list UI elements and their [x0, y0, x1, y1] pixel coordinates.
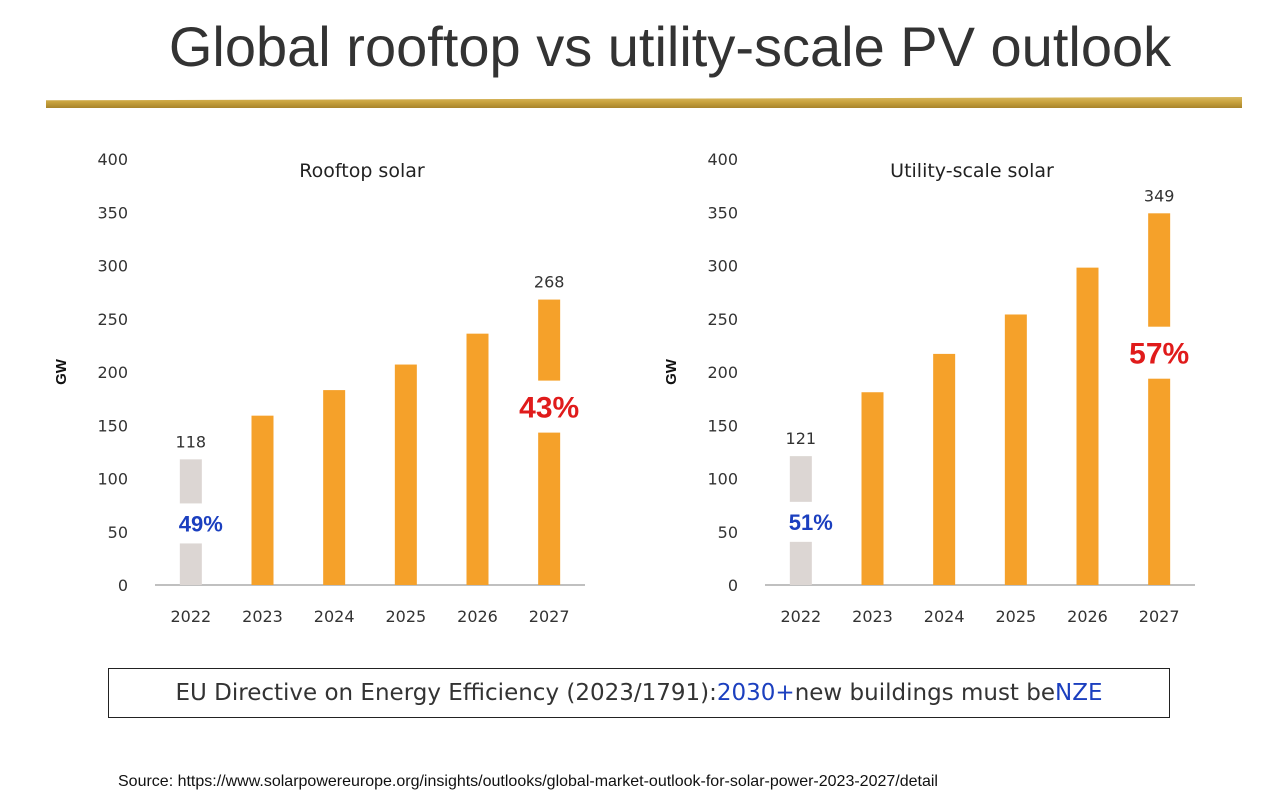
source-citation: Source: https://www.solarpowereurope.org… — [118, 773, 938, 790]
utility-y-tick-0: 0 — [728, 576, 738, 595]
utility-x-tick-2025: 2025 — [995, 607, 1036, 626]
utility-base-share-label: 51% — [789, 510, 833, 535]
utility-y-tick-50: 50 — [718, 523, 738, 542]
directive-year: 2030+ — [716, 680, 795, 706]
utility-x-tick-2024: 2024 — [924, 607, 965, 626]
rooftop-y-tick-150: 150 — [97, 416, 128, 435]
utility-y-axis-label: GW — [663, 358, 680, 385]
utility-end-share-label: 57% — [1129, 338, 1189, 371]
utility-bar-2024 — [933, 353, 956, 585]
rooftop-base-share-gap — [178, 503, 203, 544]
rooftop-data-label-2027: 268 — [534, 273, 565, 292]
utility-y-tick-400: 400 — [707, 150, 738, 169]
rooftop-x-tick-2026: 2026 — [457, 607, 498, 626]
rooftop-y-tick-300: 300 — [97, 257, 128, 276]
rooftop-x-tick-2023: 2023 — [242, 607, 283, 626]
rooftop-chart-title: Rooftop solar — [299, 160, 425, 182]
utility-x-tick-2027: 2027 — [1139, 607, 1180, 626]
rooftop-y-tick-50: 50 — [108, 523, 128, 542]
utility-data-label-2022: 121 — [786, 429, 817, 448]
rooftop-y-tick-0: 0 — [118, 576, 128, 595]
rooftop-data-label-2022: 118 — [176, 432, 207, 451]
utility-y-tick-100: 100 — [707, 470, 738, 489]
utility-scale-solar-chart: Utility-scale solar GW 0 50 100 150 200 250 300 3… — [663, 150, 1195, 626]
rooftop-x-tick-2025: 2025 — [385, 607, 426, 626]
directive-middle: new buildings must be — [794, 680, 1056, 706]
rooftop-x-tick-2022: 2022 — [170, 607, 211, 626]
utility-y-tick-300: 300 — [707, 257, 738, 276]
rooftop-end-share-label: 43% — [519, 392, 579, 425]
utility-bar-2026 — [1076, 267, 1099, 585]
rooftop-y-tick-400: 400 — [97, 150, 128, 169]
utility-data-label-2027: 349 — [1144, 186, 1175, 205]
utility-end-share-gap — [1147, 326, 1172, 379]
utility-y-tick-150: 150 — [707, 416, 738, 435]
utility-x-tick-2022: 2022 — [780, 607, 821, 626]
rooftop-bar-2025 — [394, 364, 417, 585]
utility-y-tick-250: 250 — [707, 310, 738, 329]
rooftop-bar-2026 — [466, 333, 489, 585]
utility-bar-2027 — [1148, 213, 1171, 585]
utility-y-tick-350: 350 — [707, 203, 738, 222]
title-rule — [46, 97, 1242, 108]
utility-x-tick-2023: 2023 — [852, 607, 893, 626]
rooftop-y-tick-350: 350 — [97, 203, 128, 222]
utility-base-share-gap — [788, 501, 813, 542]
rooftop-y-axis-label: GW — [53, 358, 70, 385]
directive-prefix: EU Directive on Energy Efficiency (2023/… — [175, 680, 717, 706]
rooftop-bar-2027 — [538, 299, 561, 585]
rooftop-x-tick-2024: 2024 — [314, 607, 355, 626]
utility-bar-2023 — [861, 392, 884, 585]
rooftop-x-tick-2027: 2027 — [529, 607, 570, 626]
rooftop-y-tick-200: 200 — [97, 363, 128, 382]
rooftop-y-tick-250: 250 — [97, 310, 128, 329]
rooftop-bar-2023 — [251, 415, 274, 585]
page-title: Global rooftop vs utility-scale PV outlo… — [168, 15, 1172, 78]
rooftop-y-tick-100: 100 — [97, 470, 128, 489]
rooftop-bar-2024 — [323, 390, 346, 585]
rooftop-end-share-gap — [537, 380, 562, 433]
utility-x-tick-2026: 2026 — [1067, 607, 1108, 626]
utility-chart-title: Utility-scale solar — [890, 160, 1054, 182]
utility-y-tick-200: 200 — [707, 363, 738, 382]
rooftop-base-share-label: 49% — [179, 511, 223, 536]
utility-bar-2025 — [1004, 314, 1027, 585]
rooftop-solar-chart: Rooftop solar GW 0 50 100 150 200 250 300 350 400 2… — [53, 150, 585, 626]
directive-box: EU Directive on Energy Efficiency (2023/… — [108, 668, 1170, 718]
directive-nze: NZE — [1055, 680, 1103, 706]
